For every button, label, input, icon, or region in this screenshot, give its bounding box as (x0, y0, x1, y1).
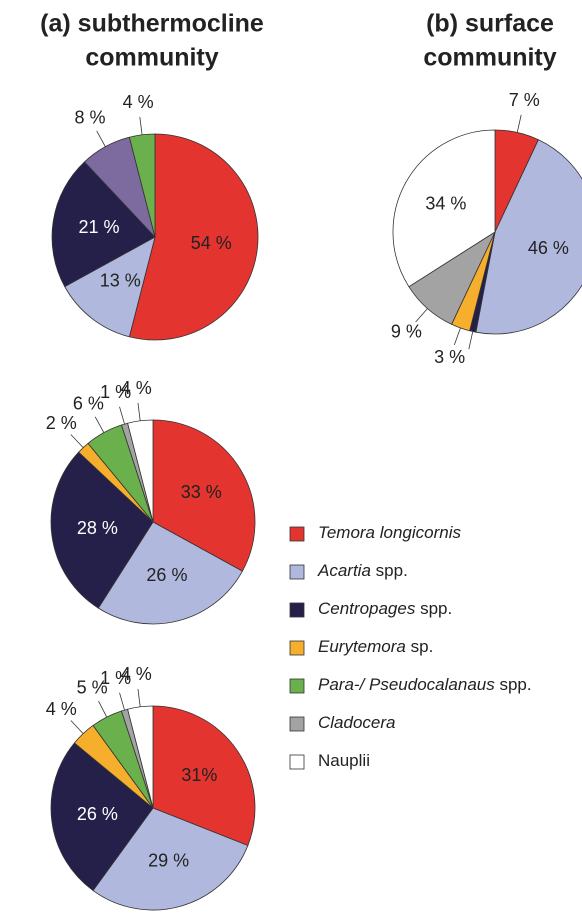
legend-swatch (289, 640, 305, 656)
leader-line (119, 692, 125, 711)
data-label: 4 % (123, 92, 154, 112)
pie-slice (50, 742, 154, 892)
legend-plain: spp. (420, 599, 452, 618)
data-label: 54 % (191, 233, 232, 253)
pie-slice (64, 236, 156, 338)
leader-line (137, 688, 141, 707)
legend-italic: Temora longicornis (318, 523, 461, 542)
legend-label: Temora longicornis (318, 523, 461, 542)
pie-slice (475, 139, 582, 335)
legend-plain: spp. (499, 675, 531, 694)
data-label: 8 % (74, 107, 105, 127)
legend-plain: spp. (376, 561, 408, 580)
legend-italic: Cladocera (318, 713, 396, 732)
legend-label: Eurytemora sp. (318, 637, 433, 656)
pie-slice (152, 705, 256, 847)
pie-slice (50, 451, 154, 609)
leader-line (94, 416, 105, 433)
data-label: 21 % (79, 217, 120, 237)
legend-swatch (289, 716, 305, 732)
pie-slice (51, 161, 156, 288)
leader-line (119, 406, 125, 425)
chart-title: (b) surface (426, 10, 554, 38)
leader-line (98, 700, 108, 718)
legend-label: Centropages spp. (318, 599, 452, 618)
data-label: 5 % (77, 677, 108, 697)
legend-swatch (289, 526, 305, 542)
leader-line (139, 116, 143, 135)
leader-line (468, 331, 474, 350)
data-label: 1 % (450, 352, 481, 372)
chart-title: (a) subthermocline (40, 10, 264, 38)
legend-swatch (289, 754, 305, 770)
legend-plain: sp. (411, 637, 434, 656)
data-label: 46 % (528, 238, 569, 258)
pie-slice (127, 419, 154, 523)
pie-slice (152, 419, 256, 572)
pie-slice (128, 133, 156, 238)
legend-italic: Centropages (318, 599, 416, 618)
legend-italic: Eurytemora (318, 637, 406, 656)
pie-slice (128, 133, 259, 341)
data-label: 1 % (100, 668, 131, 688)
legend-plain: Nauplii (318, 751, 370, 770)
data-label: 28 % (77, 518, 118, 538)
pie-slice (97, 521, 243, 625)
legend-italic: Acartia (317, 561, 371, 580)
pie-slice (92, 807, 249, 911)
leader-line (415, 308, 428, 323)
data-label: 34 % (425, 194, 466, 214)
data-label: 3 % (434, 347, 465, 367)
data-label: 13 % (100, 271, 141, 291)
data-label: 1 % (100, 382, 131, 402)
pie-slice (127, 705, 154, 809)
legend-label: Acartia spp. (317, 561, 408, 580)
data-label: 29 % (148, 851, 189, 871)
leader-line (516, 114, 522, 133)
data-label: 6 % (73, 393, 104, 413)
data-label: 4 % (121, 664, 152, 684)
legend-swatch (289, 602, 305, 618)
pie-slice (392, 129, 496, 288)
data-label: 26 % (77, 804, 118, 824)
data-label: 33 % (181, 482, 222, 502)
leader-line (70, 434, 84, 448)
legend-label: Cladocera (318, 713, 396, 732)
chart-title: community (423, 44, 556, 72)
data-label: 2 % (46, 413, 77, 433)
leader-line (70, 720, 84, 734)
legend-swatch (289, 678, 305, 694)
legend-swatch (289, 564, 305, 580)
data-label: 26 % (146, 565, 187, 585)
data-label: 7 % (509, 90, 540, 110)
leader-line (137, 402, 141, 421)
legend-label: Nauplii (318, 751, 370, 770)
data-label: 4 % (121, 378, 152, 398)
leader-line (453, 327, 461, 346)
data-label: 9 % (391, 321, 422, 341)
chart-title: community (85, 44, 218, 72)
legend-label: Para-/ Pseudocalanaus spp. (318, 675, 532, 694)
data-label: 4 % (46, 699, 77, 719)
data-label: 31% (181, 765, 217, 785)
leader-line (96, 130, 106, 147)
legend-italic: Para-/ Pseudocalanaus (318, 675, 495, 694)
